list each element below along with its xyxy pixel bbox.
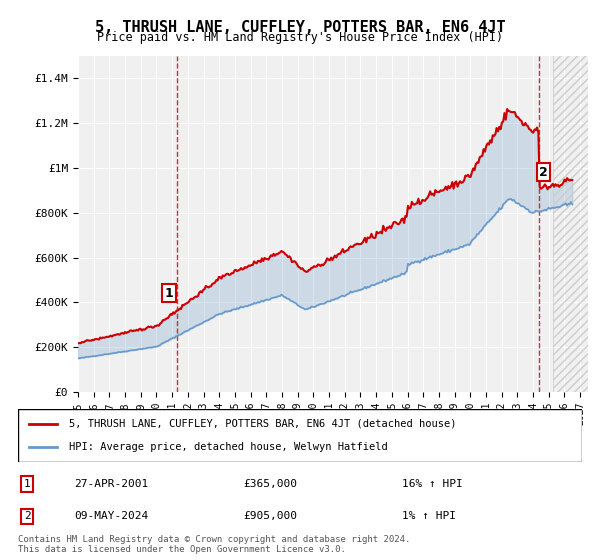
Text: 1% ↑ HPI: 1% ↑ HPI (401, 511, 455, 521)
Text: £365,000: £365,000 (244, 479, 298, 489)
Text: HPI: Average price, detached house, Welwyn Hatfield: HPI: Average price, detached house, Welw… (69, 442, 388, 452)
Text: 09-MAY-2024: 09-MAY-2024 (74, 511, 149, 521)
Text: 1: 1 (165, 287, 174, 300)
Text: 5, THRUSH LANE, CUFFLEY, POTTERS BAR, EN6 4JT (detached house): 5, THRUSH LANE, CUFFLEY, POTTERS BAR, EN… (69, 419, 456, 429)
Text: 5, THRUSH LANE, CUFFLEY, POTTERS BAR, EN6 4JT: 5, THRUSH LANE, CUFFLEY, POTTERS BAR, EN… (95, 20, 505, 35)
Text: 27-APR-2001: 27-APR-2001 (74, 479, 149, 489)
Text: 16% ↑ HPI: 16% ↑ HPI (401, 479, 462, 489)
Text: Price paid vs. HM Land Registry's House Price Index (HPI): Price paid vs. HM Land Registry's House … (97, 31, 503, 44)
Text: £905,000: £905,000 (244, 511, 298, 521)
Text: 1: 1 (23, 479, 31, 489)
Text: 2: 2 (23, 511, 31, 521)
Text: Contains HM Land Registry data © Crown copyright and database right 2024.
This d: Contains HM Land Registry data © Crown c… (18, 535, 410, 554)
FancyBboxPatch shape (18, 409, 582, 462)
Text: 2: 2 (539, 166, 548, 179)
